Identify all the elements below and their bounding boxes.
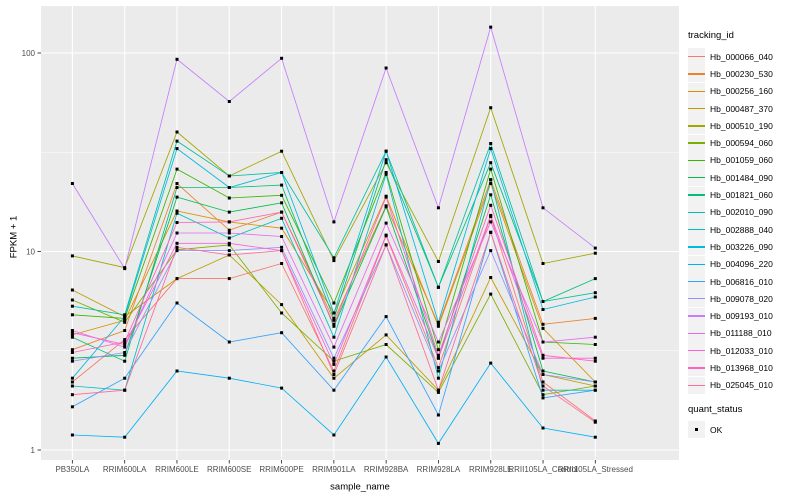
legend-entry-quant-ok: OK [688, 421, 800, 439]
legend-key-line-icon [688, 100, 705, 118]
plot-canvas: 1 10 100 PB350LA RRIM600LA RRIM600LE RRIM600SE… [22, 6, 679, 474]
gridlines [41, 6, 679, 460]
legend-entry-Hb_001484_090: Hb_001484_090 [688, 169, 800, 187]
svg-text:RRII105LA_Stressed: RRII105LA_Stressed [558, 465, 633, 474]
legend-entries: Hb_000066_040 Hb_000230_530 Hb_000256_160 H… [688, 48, 800, 394]
legend: tracking_id Hb_000066_040 Hb_000230_530 Hb… [688, 30, 800, 439]
svg-text:10: 10 [26, 247, 35, 256]
legend-label: Hb_001059_060 [710, 155, 773, 166]
legend-key-line-icon [688, 307, 705, 325]
legend-label: Hb_009078_020 [710, 293, 773, 304]
legend-key-line-icon [688, 273, 705, 290]
legend-entry-Hb_011188_010: Hb_011188_010 [688, 324, 800, 342]
legend-label: Hb_011188_010 [710, 328, 772, 339]
legend-key-line-icon [688, 186, 705, 204]
legend-entry-Hb_006816_010: Hb_006816_010 [688, 273, 800, 290]
svg-text:RRIM600SE: RRIM600SE [207, 465, 251, 474]
legend-key-line-icon [688, 117, 705, 135]
legend-label: Hb_012033_010 [710, 345, 773, 356]
legend-label: Hb_000230_530 [710, 68, 773, 79]
legend-key-line-icon [688, 221, 705, 239]
legend-key-line-icon [688, 48, 705, 66]
axis-ticks-and-labels: 1 10 100 PB350LA RRIM600LA RRIM600LE RRIM600SE… [22, 49, 633, 474]
quant-ok-label: OK [710, 424, 723, 435]
legend-label: Hb_025045_010 [710, 380, 773, 391]
y-axis-title: FPKM + 1 [8, 215, 20, 259]
svg-text:RRIM928LA: RRIM928LA [417, 465, 461, 474]
legend-label: Hb_013968_010 [710, 362, 773, 373]
legend-entry-Hb_001059_060: Hb_001059_060 [688, 151, 800, 169]
legend-entry-Hb_000066_040: Hb_000066_040 [688, 48, 800, 66]
svg-text:1: 1 [31, 446, 36, 455]
data-point-markers [70, 25, 597, 445]
legend-key-line-icon [688, 255, 705, 273]
svg-text:RRIM901LA: RRIM901LA [312, 465, 356, 474]
legend-entry-Hb_000230_530: Hb_000230_530 [688, 65, 800, 83]
legend-entry-Hb_000510_190: Hb_000510_190 [688, 117, 800, 135]
legend-entry-Hb_000487_370: Hb_000487_370 [688, 100, 800, 118]
legend-label: Hb_003226_090 [710, 241, 773, 252]
legend-entry-Hb_000256_160: Hb_000256_160 [688, 82, 800, 100]
svg-text:RRIM600LA: RRIM600LA [103, 465, 147, 474]
legend-title-quant-status: quant_status [688, 403, 743, 415]
svg-text:PB350LA: PB350LA [55, 465, 89, 474]
legend-label: Hb_004096_220 [710, 259, 773, 270]
legend-entry-Hb_012033_010: Hb_012033_010 [688, 342, 800, 360]
legend-key-line-icon [688, 169, 705, 187]
legend-entry-Hb_025045_010: Hb_025045_010 [688, 376, 800, 394]
legend-label: Hb_000594_060 [710, 138, 773, 149]
legend-label: Hb_009193_010 [710, 311, 773, 322]
legend-key-line-icon [688, 134, 705, 152]
legend-label: Hb_006816_010 [710, 276, 773, 287]
legend-key-line-icon [688, 290, 705, 308]
legend-entry-Hb_000594_060: Hb_000594_060 [688, 134, 800, 152]
quant-ok-key [688, 421, 705, 439]
legend-entry-Hb_002010_090: Hb_002010_090 [688, 203, 800, 221]
svg-text:100: 100 [22, 49, 36, 58]
legend-label: Hb_000487_370 [710, 103, 773, 114]
legend-entry-Hb_001821_060: Hb_001821_060 [688, 186, 800, 204]
svg-text:RRIM928BA: RRIM928BA [364, 465, 409, 474]
legend-title-tracking-id: tracking_id [688, 30, 734, 41]
legend-label: Hb_001821_060 [710, 190, 773, 201]
legend-entry-Hb_004096_220: Hb_004096_220 [688, 255, 800, 273]
legend-key-line-icon [688, 359, 705, 377]
svg-text:RRIM600LE: RRIM600LE [155, 465, 199, 474]
svg-text:RRII105LA_Control: RRII105LA_Control [508, 465, 578, 474]
legend-entry-Hb_002888_040: Hb_002888_040 [688, 221, 800, 239]
black-square-marker-icon [694, 427, 699, 432]
legend-key-line-icon [688, 324, 705, 342]
svg-text:RRIM600PE: RRIM600PE [259, 465, 303, 474]
legend-key-line-icon [688, 65, 705, 83]
legend-entry-Hb_003226_090: Hb_003226_090 [688, 238, 800, 256]
legend-key-line-icon [688, 238, 705, 256]
legend-key-line-icon [688, 151, 705, 169]
legend-label: Hb_002888_040 [710, 224, 773, 235]
legend-key-line-icon [688, 203, 705, 221]
legend-label: Hb_002010_090 [710, 207, 773, 218]
legend-label: Hb_000256_160 [710, 86, 773, 97]
legend-label: Hb_001484_090 [710, 172, 773, 183]
legend-entry-Hb_009078_020: Hb_009078_020 [688, 290, 800, 308]
legend-key-line-icon [688, 82, 705, 100]
svg-text:RRIM928LE: RRIM928LE [469, 465, 513, 474]
legend-entry-Hb_009193_010: Hb_009193_010 [688, 307, 800, 325]
legend-key-line-icon [688, 342, 705, 360]
legend-key-line-icon [688, 376, 705, 394]
legend-label: Hb_000510_190 [710, 120, 773, 131]
legend-entry-Hb_013968_010: Hb_013968_010 [688, 359, 800, 377]
legend-label: Hb_000066_040 [710, 51, 773, 62]
x-axis-title: sample_name [330, 481, 390, 493]
